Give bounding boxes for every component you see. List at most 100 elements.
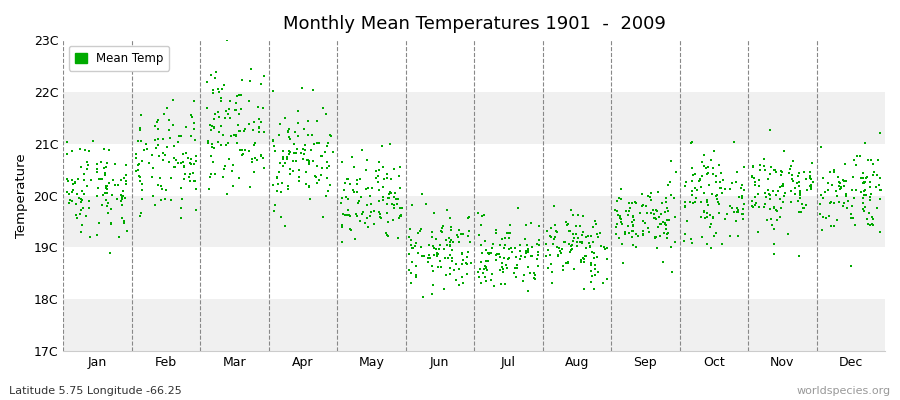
Point	[767, 226, 781, 232]
Point	[864, 221, 878, 227]
Point	[699, 197, 714, 204]
Point	[790, 198, 805, 204]
Point	[232, 175, 247, 182]
Point	[846, 173, 860, 180]
Point	[409, 272, 423, 278]
Point	[108, 182, 122, 189]
Point	[242, 121, 256, 127]
Point	[413, 228, 428, 234]
Point	[737, 164, 751, 170]
Point	[485, 270, 500, 277]
Point	[474, 213, 489, 220]
Point	[559, 222, 573, 228]
Point	[90, 168, 104, 175]
Point	[154, 197, 168, 204]
Point	[860, 174, 874, 180]
Point	[831, 174, 845, 180]
Point	[171, 139, 185, 145]
Point	[76, 190, 91, 197]
Point	[792, 194, 806, 201]
Point	[706, 148, 721, 154]
Bar	[63, 40, 885, 92]
Point	[222, 97, 237, 104]
Point	[508, 265, 522, 272]
Point	[304, 147, 319, 154]
Point	[489, 227, 503, 233]
Point	[341, 212, 356, 219]
Point	[291, 133, 305, 139]
Point	[773, 168, 788, 175]
Point	[590, 253, 604, 260]
Point	[69, 201, 84, 207]
Point	[839, 191, 853, 197]
Point	[622, 200, 636, 207]
Point	[661, 230, 675, 237]
Point	[765, 222, 779, 229]
Point	[872, 228, 886, 235]
Point	[323, 132, 338, 139]
Point	[498, 242, 512, 248]
Point	[449, 277, 464, 283]
Point	[788, 185, 802, 192]
Point	[132, 161, 147, 167]
Point	[67, 180, 81, 187]
Point	[234, 92, 248, 98]
Point	[414, 226, 428, 232]
Point	[824, 199, 838, 206]
Point	[541, 264, 555, 271]
Point	[609, 198, 624, 204]
Point	[274, 160, 288, 166]
Point	[492, 254, 507, 260]
Point	[308, 172, 322, 179]
Point	[302, 158, 316, 164]
Point	[709, 193, 724, 199]
Bar	[63, 144, 885, 196]
Point	[310, 140, 325, 146]
Point	[445, 237, 459, 244]
Point	[843, 214, 858, 221]
Point	[131, 172, 146, 179]
Point	[495, 260, 509, 266]
Y-axis label: Temperature: Temperature	[15, 153, 28, 238]
Point	[257, 73, 272, 79]
Point	[657, 229, 671, 236]
Point	[863, 194, 878, 200]
Point	[176, 159, 190, 165]
Point	[302, 184, 316, 190]
Point	[584, 260, 598, 266]
Point	[439, 237, 454, 243]
Point	[792, 192, 806, 198]
Point	[660, 235, 674, 242]
Point	[653, 221, 668, 227]
Point	[521, 247, 535, 253]
Point	[678, 199, 692, 205]
Point	[158, 152, 173, 158]
Point	[860, 216, 875, 222]
Point	[402, 251, 417, 258]
Point	[553, 248, 567, 254]
Point	[429, 236, 444, 242]
Point	[323, 132, 338, 138]
Point	[206, 86, 220, 93]
Point	[519, 248, 534, 254]
Point	[73, 211, 87, 217]
Point	[717, 216, 732, 222]
Point	[509, 265, 524, 271]
Point	[569, 231, 583, 238]
Point	[588, 262, 602, 268]
Point	[86, 138, 100, 144]
Point	[462, 228, 476, 234]
Point	[302, 160, 316, 167]
Point	[694, 214, 708, 220]
Point	[639, 210, 653, 216]
Point	[839, 193, 853, 199]
Point	[636, 201, 651, 208]
Point	[634, 210, 648, 216]
Point	[277, 160, 292, 166]
Point	[243, 184, 257, 190]
Point	[871, 157, 886, 164]
Point	[60, 138, 75, 145]
Point	[382, 195, 396, 202]
Point	[428, 246, 443, 252]
Point	[156, 136, 170, 142]
